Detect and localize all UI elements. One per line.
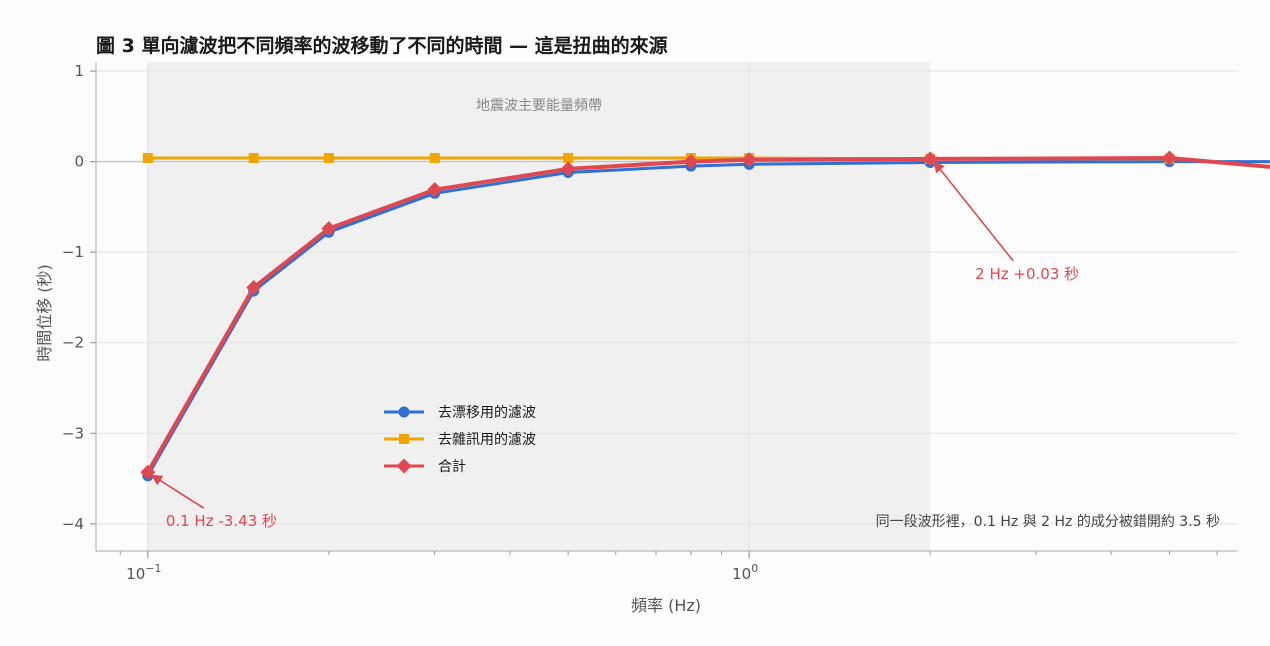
y-tick-label: −4 [62, 515, 84, 533]
legend-label: 合計 [438, 459, 466, 475]
x-tick-label: 100 [732, 562, 758, 583]
chart-title: 圖 3 單向濾波把不同頻率的波移動了不同的時間 — 這是扭曲的來源 [96, 34, 668, 57]
legend-marker [398, 406, 410, 418]
series-point [741, 152, 757, 168]
series-point [560, 161, 576, 177]
legend-label: 去雜訊用的濾波 [438, 432, 536, 448]
series-point [142, 152, 153, 163]
series-point [246, 279, 262, 295]
series-point [321, 221, 337, 237]
legend-marker [399, 434, 409, 444]
frequency-band [147, 62, 931, 551]
x-tick-label: 10−1 [126, 562, 161, 583]
chart-note: 同一段波形裡，0.1 Hz 與 2 Hz 的成分被錯開約 3.5 秒 [876, 514, 1220, 530]
series-point [323, 152, 334, 163]
y-axis-label: 時間位移 (秒) [35, 264, 54, 362]
annotation-arrow [933, 161, 1014, 262]
legend-marker [396, 458, 412, 474]
annotation-label: 0.1 Hz -3.43 秒 [166, 512, 277, 530]
series-line [146, 156, 1270, 474]
y-tick-label: −2 [62, 334, 84, 352]
legend-label: 去漂移用的濾波 [438, 405, 536, 421]
series-0 [146, 160, 1270, 477]
series-line [146, 160, 1270, 477]
band-label: 地震波主要能量頻帶 [476, 98, 602, 114]
series-point [1161, 150, 1177, 166]
annotation-arrow [150, 474, 205, 509]
x-axis-label: 頻率 (Hz) [631, 596, 701, 615]
series-2 [146, 156, 1270, 474]
y-tick-label: 1 [74, 62, 84, 80]
series-point [248, 152, 259, 163]
y-tick-label: −3 [62, 424, 84, 442]
annotation-label: 2 Hz +0.03 秒 [975, 265, 1079, 283]
series-point [563, 152, 574, 163]
series-point [427, 182, 443, 198]
y-tick-label: 0 [74, 153, 84, 171]
series-point [683, 154, 699, 170]
series-point [429, 152, 440, 163]
y-tick-label: −1 [62, 243, 84, 261]
